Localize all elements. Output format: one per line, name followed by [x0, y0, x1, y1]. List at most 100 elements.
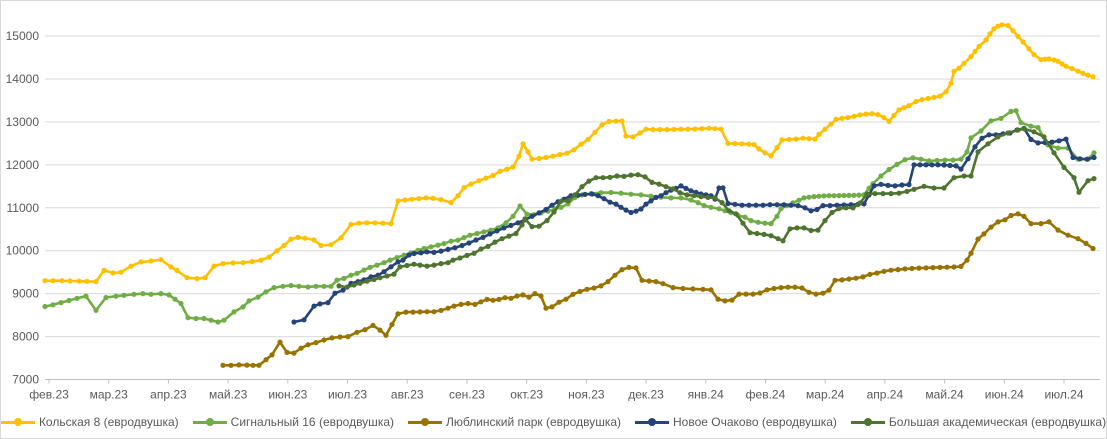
- series-marker: [110, 270, 116, 276]
- legend-item-label: Новое Очаково (евродвушка): [673, 415, 837, 429]
- series-marker: [926, 158, 932, 164]
- series-marker: [295, 234, 301, 240]
- series-marker: [549, 202, 555, 208]
- series-marker: [951, 264, 957, 270]
- y-axis-tick-label: 14000: [6, 72, 40, 86]
- legend-item[interactable]: Люблинский парк (евродвушка): [408, 415, 621, 429]
- series-marker: [931, 185, 937, 191]
- series-marker: [249, 259, 255, 265]
- series-marker: [836, 206, 842, 212]
- series-marker: [380, 220, 386, 226]
- series-marker: [947, 162, 953, 169]
- legend-item[interactable]: Большая академическая (евродвушка): [850, 415, 1106, 429]
- series-marker: [821, 193, 827, 199]
- series-marker: [318, 242, 324, 249]
- series-marker: [623, 133, 629, 139]
- series-marker: [999, 22, 1005, 28]
- series-marker: [138, 259, 144, 265]
- series-marker: [796, 197, 802, 203]
- series-marker: [263, 357, 269, 363]
- series-marker: [211, 263, 217, 269]
- series-marker: [871, 183, 877, 189]
- series-marker: [691, 193, 697, 199]
- series-marker: [685, 126, 691, 132]
- series-marker: [305, 342, 311, 348]
- series-marker: [313, 340, 319, 346]
- series-marker: [1056, 138, 1062, 144]
- series-marker: [878, 181, 884, 187]
- series-marker: [510, 213, 516, 219]
- series-marker: [718, 126, 724, 132]
- series-marker: [941, 185, 947, 191]
- series-marker: [201, 315, 207, 322]
- series-marker: [220, 362, 226, 368]
- series-marker: [525, 149, 531, 155]
- series-marker: [972, 144, 978, 150]
- series-marker: [503, 220, 509, 226]
- series-marker: [677, 190, 683, 196]
- series-marker: [1038, 57, 1044, 63]
- legend-item[interactable]: Кольская 8 (евродвушка): [1, 415, 179, 429]
- series-marker: [140, 291, 146, 297]
- series-marker: [367, 264, 373, 270]
- series-marker: [637, 130, 643, 136]
- series-marker: [951, 175, 957, 181]
- series-marker: [466, 240, 472, 246]
- series-marker: [853, 275, 859, 281]
- series-marker: [857, 200, 863, 206]
- series-marker: [395, 259, 401, 265]
- series-marker: [572, 192, 578, 198]
- series-marker: [455, 237, 461, 243]
- series-marker: [909, 265, 915, 272]
- series-marker: [76, 278, 82, 284]
- legend-series-marker-icon: [635, 418, 670, 426]
- series-marker: [42, 278, 48, 284]
- x-axis-tick-label: ноя.23: [568, 388, 605, 402]
- legend-item[interactable]: Новое Очаково (евродвушка): [635, 415, 837, 429]
- series-marker: [961, 60, 967, 66]
- series-marker: [400, 257, 406, 263]
- series-marker: [944, 264, 950, 270]
- series-marker: [591, 285, 597, 291]
- series-marker: [549, 304, 555, 310]
- legend-item[interactable]: Сигнальный 16 (евродвушка): [192, 415, 394, 429]
- series-marker: [739, 202, 745, 208]
- series-marker: [50, 302, 56, 308]
- series-marker: [430, 195, 436, 201]
- series-marker: [1041, 134, 1047, 140]
- series-marker: [650, 127, 656, 133]
- series-marker: [298, 345, 304, 351]
- series-marker: [628, 191, 634, 197]
- series-marker: [1055, 145, 1061, 151]
- series-marker: [220, 261, 226, 267]
- series-marker: [529, 156, 535, 162]
- series-marker: [451, 303, 457, 309]
- series-marker: [850, 205, 856, 211]
- series-marker: [391, 271, 397, 277]
- series-marker: [571, 147, 577, 153]
- series-marker: [820, 203, 826, 209]
- series-marker: [250, 362, 256, 368]
- series-marker: [288, 282, 294, 289]
- series-marker: [577, 288, 583, 295]
- series-marker: [424, 249, 430, 255]
- series-marker: [514, 293, 520, 299]
- series-marker: [428, 244, 434, 250]
- series-marker: [513, 230, 519, 237]
- series-marker: [372, 220, 378, 226]
- series-marker: [861, 201, 867, 207]
- series-marker: [1080, 70, 1086, 76]
- series-marker: [663, 190, 669, 196]
- series-marker: [202, 275, 208, 281]
- series-marker: [1051, 150, 1057, 156]
- series-marker: [956, 65, 962, 71]
- series-marker: [1028, 221, 1034, 227]
- series-marker: [619, 118, 625, 124]
- series-marker: [725, 200, 731, 207]
- series-marker: [113, 293, 119, 299]
- y-axis-tick-label: 12000: [6, 158, 40, 172]
- series-marker: [467, 232, 473, 238]
- series-line: [43, 109, 1096, 324]
- series-marker: [1028, 123, 1034, 129]
